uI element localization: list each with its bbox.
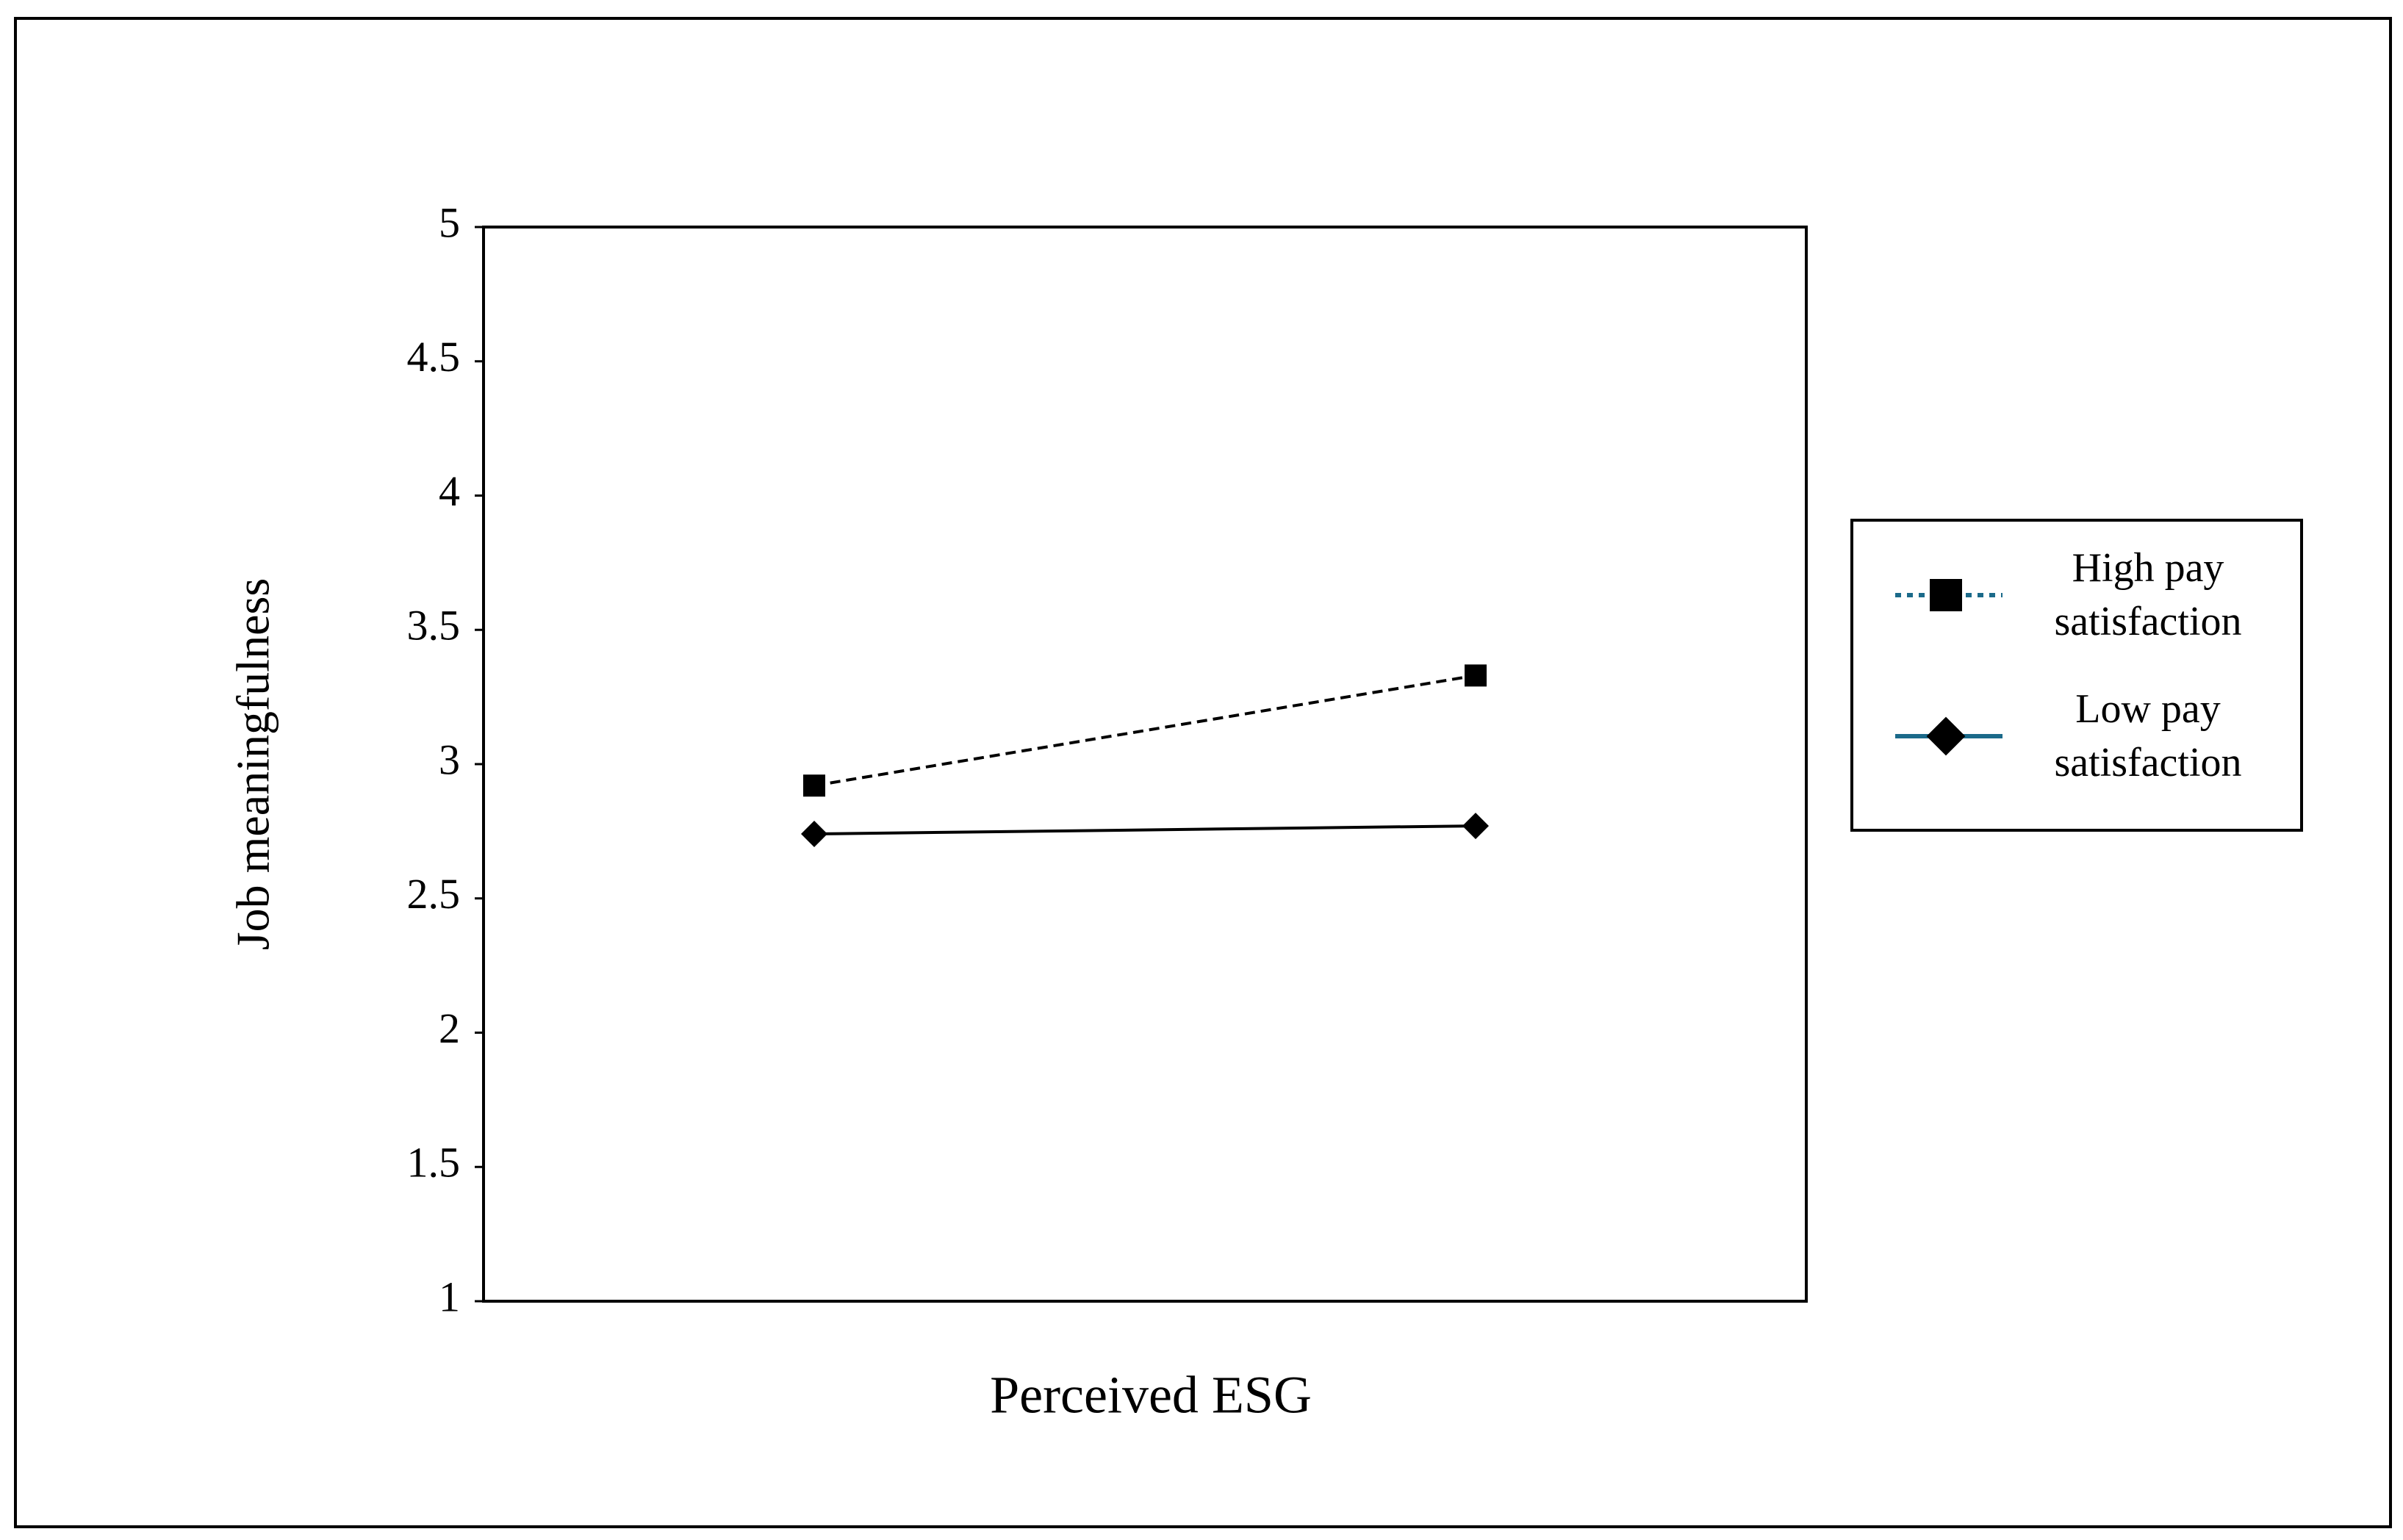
y-tick-label: 5 [439, 198, 460, 246]
series-line [813, 674, 1476, 788]
y-tick-label: 1.5 [407, 1139, 461, 1187]
frame [14, 17, 2392, 1528]
legend-label: Low pay satisfaction [2054, 686, 2242, 785]
y-axis-title: Job meaningfulness [227, 578, 279, 951]
marker [801, 821, 827, 848]
y-tick-label: 4 [439, 467, 460, 515]
plot-area [482, 226, 1808, 1303]
legend-box [1850, 519, 2303, 832]
legend-label: High pay satisfaction [2054, 545, 2242, 644]
marker [1462, 813, 1489, 840]
y-tick-label: 2 [439, 1004, 460, 1052]
y-tick-label: 2.5 [407, 870, 461, 918]
marker [1465, 664, 1487, 687]
marker [1926, 716, 1966, 756]
marker [803, 774, 825, 797]
series-line [813, 824, 1476, 836]
y-tick-label: 1 [439, 1273, 460, 1320]
y-tick-label: 3.5 [407, 602, 461, 650]
y-tick-label: 4.5 [407, 333, 461, 381]
marker [1930, 579, 1962, 611]
y-tick-label: 3 [439, 735, 460, 783]
x-axis-title: Perceived ESG [990, 1366, 1312, 1425]
